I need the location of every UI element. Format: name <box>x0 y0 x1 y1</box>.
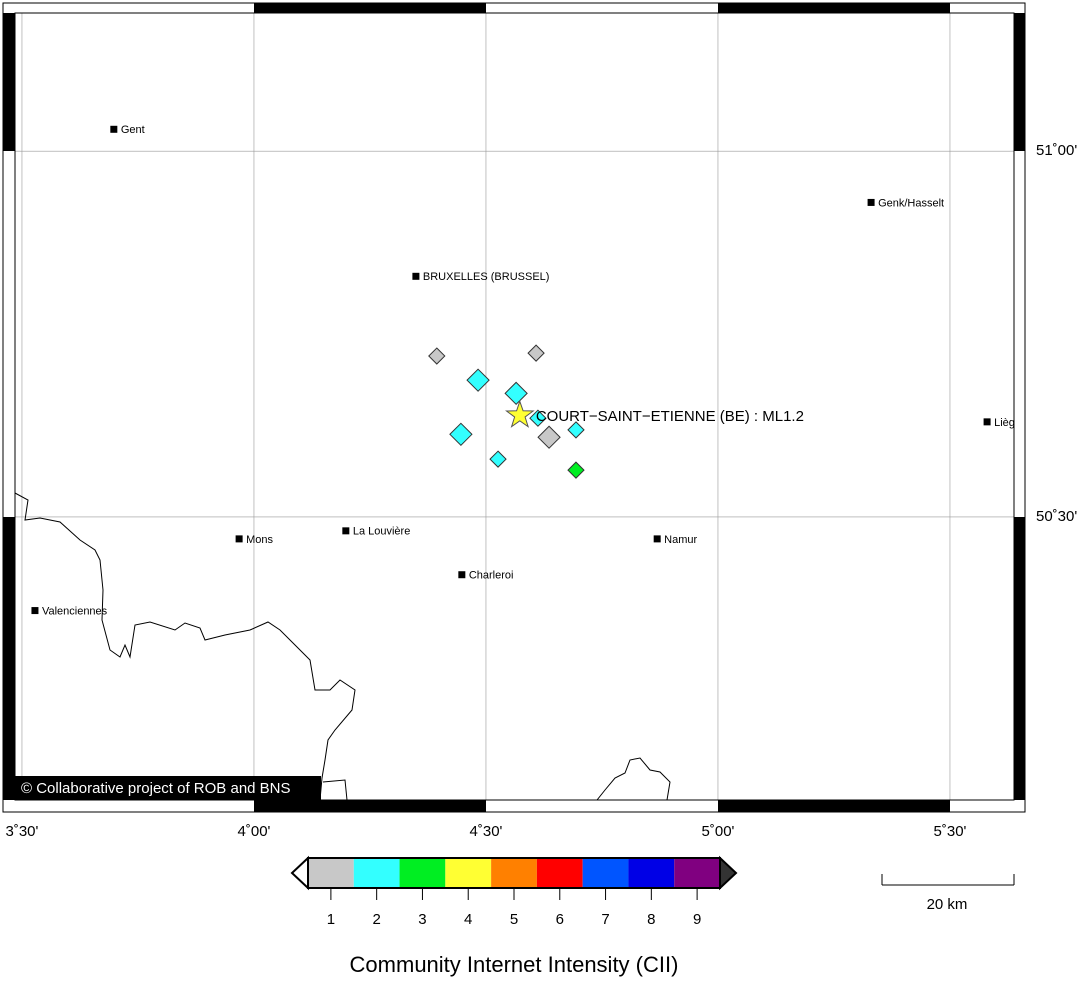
x-tick-label: 5˚00' <box>702 823 735 840</box>
felt-report <box>449 422 473 447</box>
city-marker <box>235 535 243 543</box>
copyright: © Collaborative project of ROB and BNS <box>21 780 291 797</box>
city-marker <box>983 418 991 426</box>
axis-labels: 3˚30' 4˚00' 4˚30' 5˚00' 5˚30' 50˚30' 51˚00' <box>6 142 1078 840</box>
colorbar-label: 2 <box>372 911 380 928</box>
city-label: Genk/Hasselt <box>878 197 944 209</box>
y-tick-label: 50˚30' <box>1036 508 1077 525</box>
city-label: Namur <box>664 534 697 546</box>
colorbar-label: 7 <box>601 911 609 928</box>
colorbar-swatch <box>353 858 400 888</box>
colorbar-label: 5 <box>510 911 518 928</box>
felt-report <box>567 461 585 479</box>
city-marker <box>458 571 466 579</box>
city-label: Liège <box>994 417 1021 429</box>
colorbar-title: Community Internet Intensity (CII) <box>350 952 679 977</box>
city-label: BRUXELLES (BRUSSEL) <box>423 271 550 283</box>
colorbar-outline <box>307 857 721 889</box>
map-area <box>15 13 1014 800</box>
colorbar-swatch <box>491 858 537 888</box>
epicenter <box>505 399 535 428</box>
colorbar-swatch <box>445 858 492 888</box>
felt-reports <box>428 344 585 479</box>
borders <box>15 492 671 800</box>
scale-label: 20 km <box>927 896 968 913</box>
felt-report <box>489 450 507 468</box>
colorbar: 1 2 3 4 5 6 7 8 9 <box>290 855 738 928</box>
felt-report <box>537 425 561 449</box>
colorbar-swatch <box>582 858 629 888</box>
colorbar-swatch <box>308 858 354 888</box>
colorbar-label: 6 <box>556 911 564 928</box>
border-line <box>15 492 356 800</box>
city-marker <box>867 198 875 206</box>
colorbar-swatch <box>536 858 583 888</box>
border-line <box>596 757 671 800</box>
x-tick-label: 4˚30' <box>470 823 503 840</box>
felt-report <box>527 344 545 362</box>
felt-report <box>428 347 446 365</box>
border-line <box>322 779 348 800</box>
graticule <box>15 13 1014 800</box>
city-label: Mons <box>246 534 273 546</box>
x-tick-label: 4˚00' <box>238 823 271 840</box>
colorbar-swatch <box>628 858 675 888</box>
event-label: COURT−SAINT−ETIENNE (BE) : ML1.2 <box>536 408 804 425</box>
city-label: Valenciennes <box>42 605 108 617</box>
colorbar-swatch <box>674 858 720 888</box>
colorbar-label: 8 <box>647 911 655 928</box>
y-tick-label: 51˚00' <box>1036 142 1077 159</box>
felt-report <box>529 409 547 427</box>
felt-report <box>504 381 528 406</box>
colorbar-label: 9 <box>693 911 701 928</box>
copyright-box <box>15 776 321 800</box>
city-marker <box>653 535 661 543</box>
x-tick-label: 5˚30' <box>934 823 967 840</box>
city-marker <box>412 272 420 280</box>
city-marker <box>110 125 118 133</box>
cities: Gent BRUXELLES (BRUSSEL) Genk/Hasselt Liège… <box>31 124 1021 617</box>
scale-bar <box>881 874 1015 886</box>
felt-report <box>466 368 490 392</box>
city-label: Charleroi <box>469 570 514 582</box>
map-frame <box>2 2 1026 813</box>
city-marker <box>31 607 39 615</box>
city-label: Gent <box>121 124 145 136</box>
colorbar-label: 1 <box>327 911 335 928</box>
colorbar-swatch <box>399 858 446 888</box>
felt-report <box>567 421 585 439</box>
colorbar-label: 3 <box>418 911 426 928</box>
x-tick-label: 3˚30' <box>6 823 39 840</box>
city-label: La Louvière <box>353 526 411 538</box>
city-marker <box>342 527 350 535</box>
colorbar-label: 4 <box>464 911 472 928</box>
